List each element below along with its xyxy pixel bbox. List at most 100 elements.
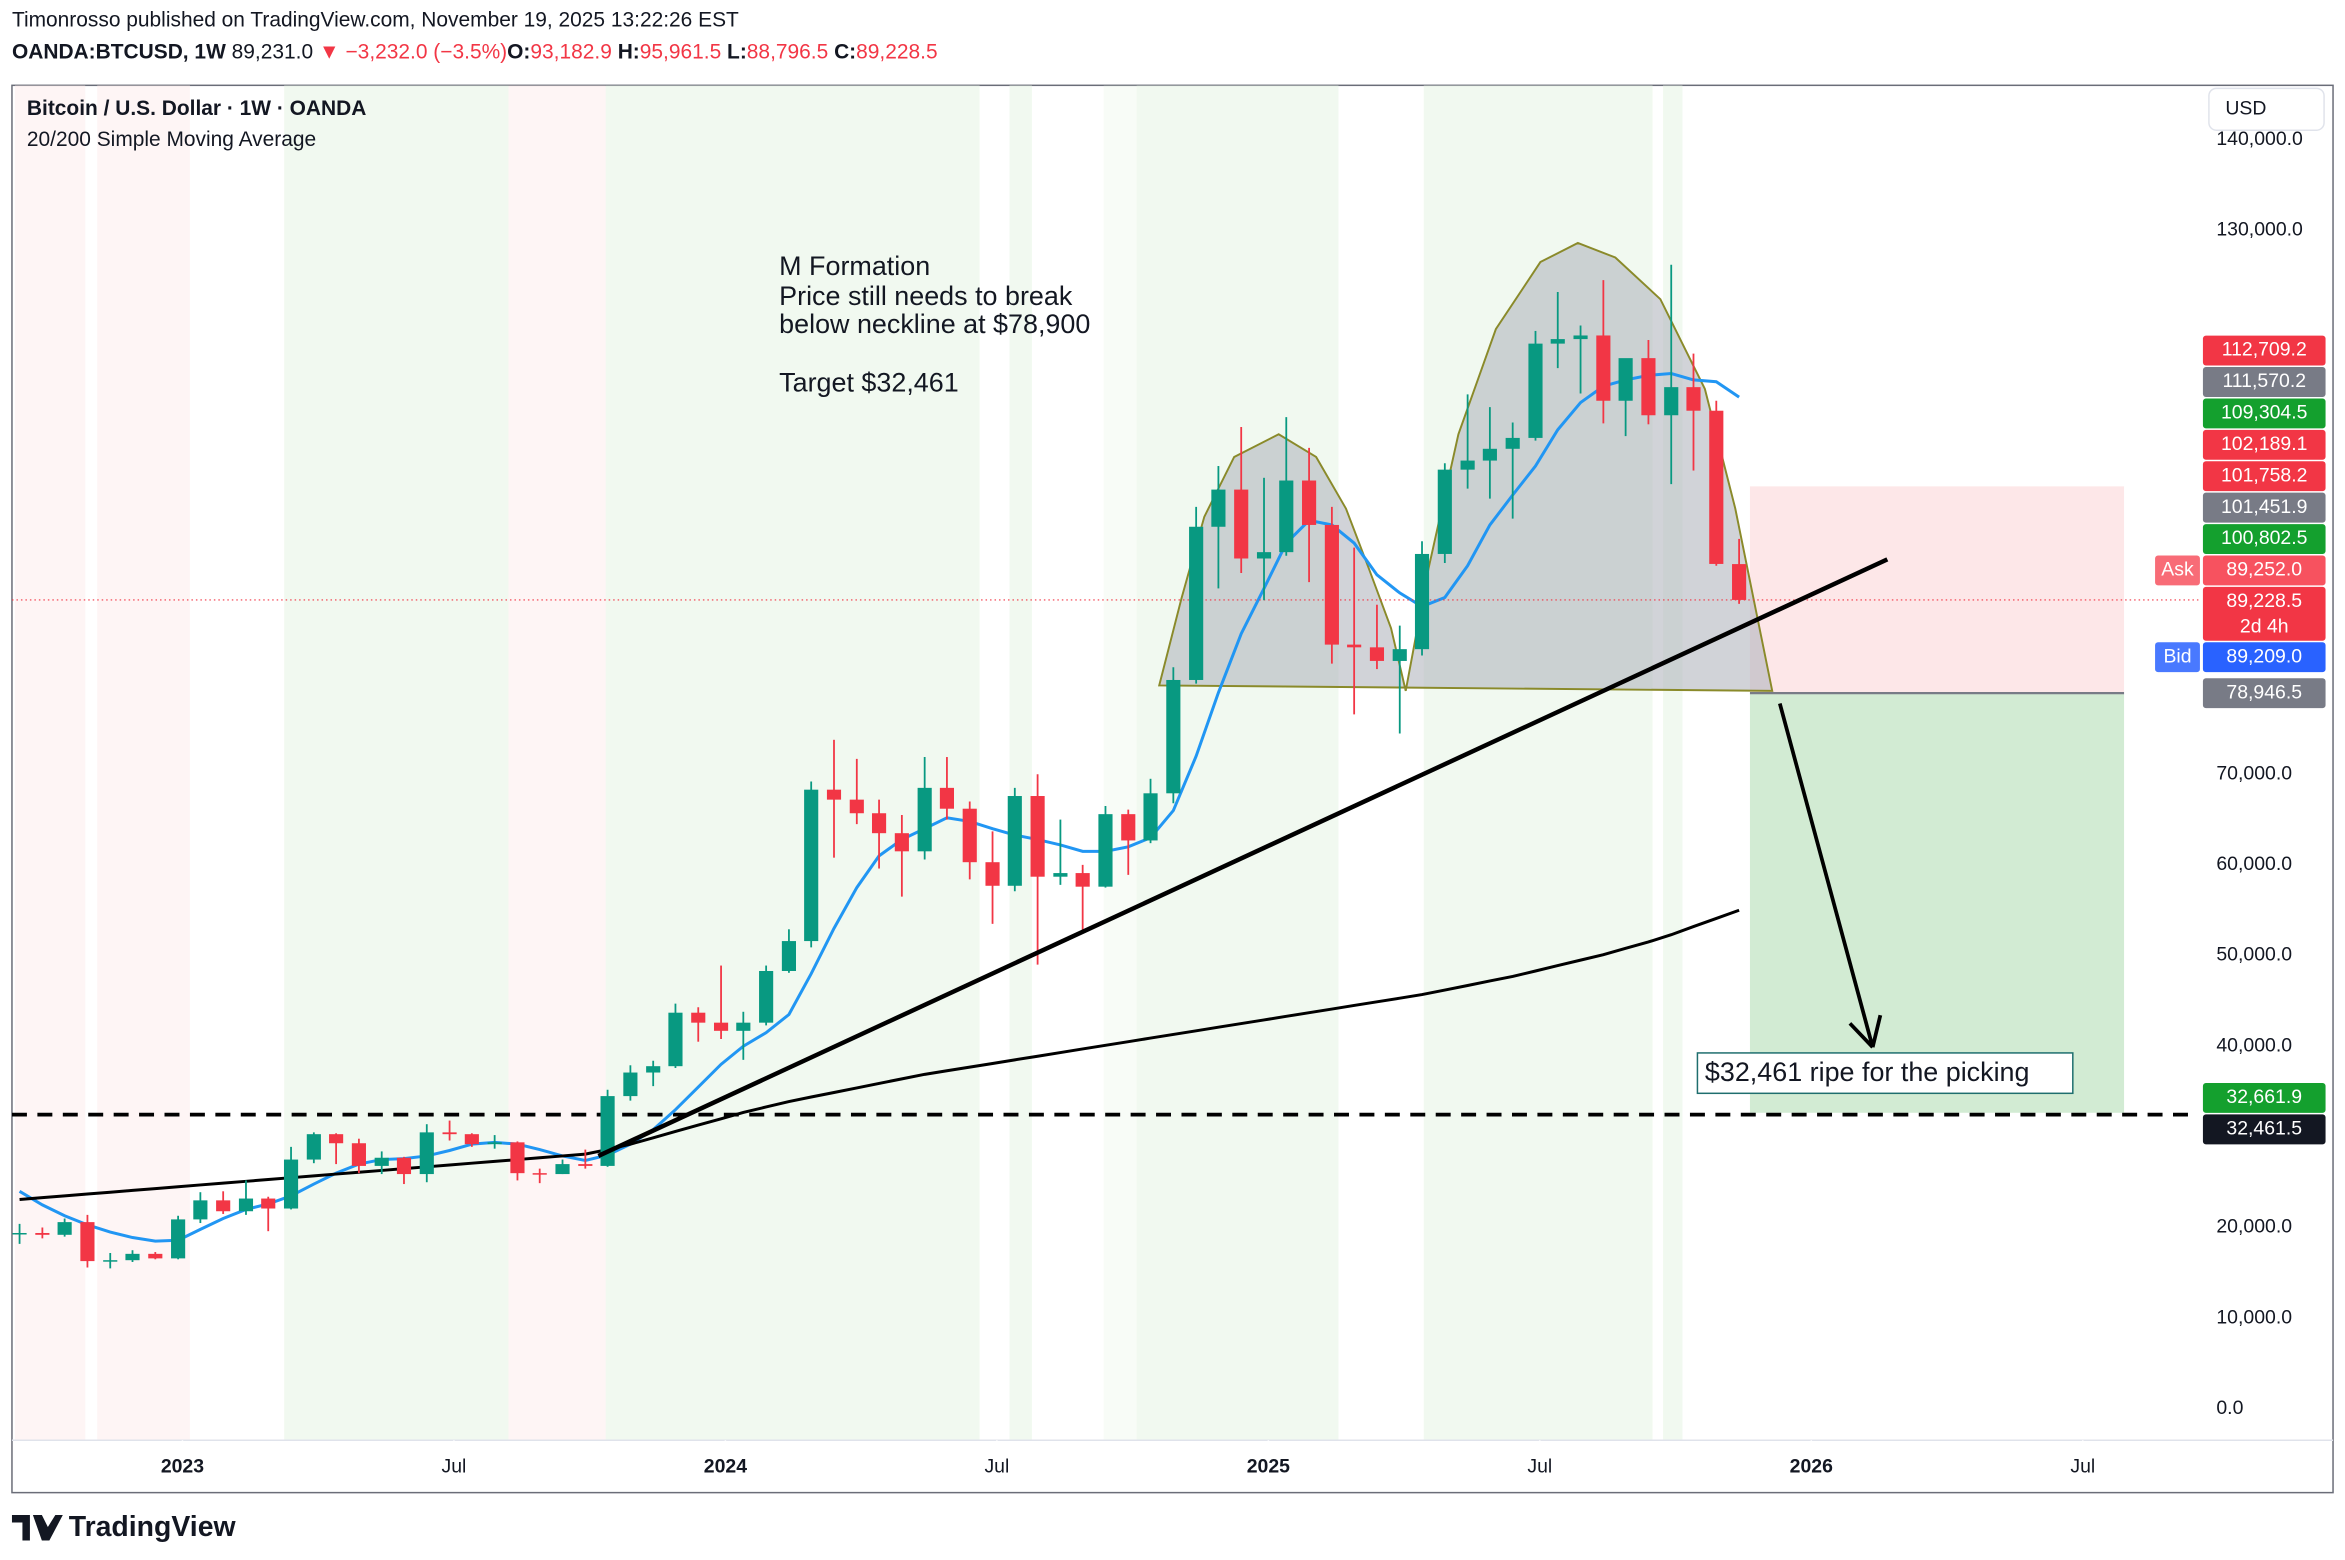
band [1009,85,1032,1441]
candle-body [1664,387,1679,416]
candle-body [804,789,819,942]
candle-body [125,1253,140,1261]
price-tag-label: 101,758.2 [2221,464,2307,486]
candle-body [35,1232,50,1235]
candle-body [216,1200,231,1212]
candle-body [826,789,842,800]
candle-body [1143,793,1158,841]
moving-average [19,908,1740,1201]
price-tag-box [2202,586,2326,641]
candle-body [442,1132,457,1135]
currency-box[interactable] [2208,87,2325,131]
candle-body [1369,647,1385,661]
candle-body [1460,460,1475,470]
candle-body [171,1219,186,1259]
candle-body [781,941,796,971]
price-tag: 111,570.2 [2202,367,2326,397]
price-tags: 112,709.2 111,570.2 109,304.5 102,189.1 101,… [2155,335,2326,1145]
candle-body [1686,387,1701,411]
candle-body [193,1200,208,1220]
candle-body [532,1173,547,1175]
candle-body [148,1253,163,1259]
price-tag: 100,802.5 [2202,524,2326,554]
candle-body [1053,873,1068,877]
y-tick-label: 0.0 [2216,1397,2243,1419]
candle-body [1505,437,1520,449]
candle-body [849,799,864,814]
band [1663,85,1683,1441]
last-price: 89,231.0 [232,40,313,63]
candle-body [1234,489,1249,559]
candle-body [713,1022,729,1031]
candle-body [374,1157,389,1166]
price-tag-side-box [2155,555,2200,586]
footer: TradingView [11,1511,237,1543]
price-tag: 101,451.9 [2202,492,2326,523]
y-tick-label: 60,000.0 [2216,853,2292,875]
arrow [1778,703,1875,1048]
candle-body [1075,873,1090,887]
price-tag-box [2202,461,2326,492]
price-tag-label: 109,304.5 [2221,402,2307,424]
candle-body [1528,343,1543,438]
price-tag-side: Bid [2163,645,2191,667]
candle-body [555,1164,570,1175]
candle-body [351,1143,366,1166]
candle-body [1189,526,1204,680]
y-tick-label: 50,000.0 [2216,944,2292,966]
chart-title: Bitcoin / U.S. Dollar · 1W · OANDA [27,97,366,120]
y-tick-label: 130,000.0 [2216,218,2303,240]
price-tag-label: 111,570.2 [2222,370,2306,392]
x-tick-label: 2026 [1790,1455,1833,1477]
candle-body [396,1157,412,1175]
candle-body [1437,469,1452,554]
price-tag-box [2202,524,2326,554]
price-tag: 89,228.5 2d 4h [2202,586,2326,641]
annotation-line: Target $32,461 [779,368,959,398]
price-tag-side-box [2155,642,2200,673]
price-tag-label: 89,209.0 [2226,645,2302,667]
price-tag: 112,709.2 [2202,335,2326,366]
change: −3,232.0 (−3.5%) [345,40,507,63]
candle-body [1596,335,1611,401]
candle-body [238,1198,254,1212]
candle-body [894,833,909,852]
price-tag-label: 32,661.9 [2226,1086,2302,1108]
ohlc-key: H: [618,40,640,63]
x-tick-label: Jul [984,1455,1009,1477]
candle-body [1732,564,1747,600]
price-tag-label: 102,189.1 [2221,433,2307,455]
ohlc-key: O: [507,40,530,63]
chart-subtitle: 20/200 Simple Moving Average [27,128,316,151]
candle-body [464,1134,479,1145]
currency[interactable]: USD [2225,97,2266,119]
price-tag-box [2202,642,2326,673]
band [1103,85,1137,1441]
candle-body [1392,649,1407,661]
publisher: Timonrosso published on TradingView.com,… [12,9,739,32]
target-note-box [1696,1052,2074,1095]
candle-body [1256,552,1272,559]
band [605,85,980,1441]
candle-body [736,1022,751,1031]
price-tag-label: 100,802.5 [2221,527,2307,549]
candle-body [80,1222,95,1262]
x-tick-label: Jul [441,1455,466,1477]
candle-body [419,1132,434,1175]
price-tag-box [2202,492,2326,523]
price-tag-label: 78,946.5 [2226,681,2302,703]
y-tick-label: 10,000.0 [2216,1306,2292,1328]
candle-body [871,813,887,834]
annotations: M Formation Price still needs to break b… [779,251,2074,1095]
candle-body [1007,796,1022,886]
target-zone [1749,693,2125,1113]
stop-zone [1749,486,2125,694]
ohlc-key: C: [834,40,856,63]
price-tag-label: 89,252.0 [2226,559,2302,581]
candle-body [1414,553,1430,650]
x-tick-label: Jul [1527,1455,1552,1477]
band [508,85,606,1441]
price-tag-label: 101,451.9 [2221,496,2307,518]
candle-body [646,1066,661,1073]
